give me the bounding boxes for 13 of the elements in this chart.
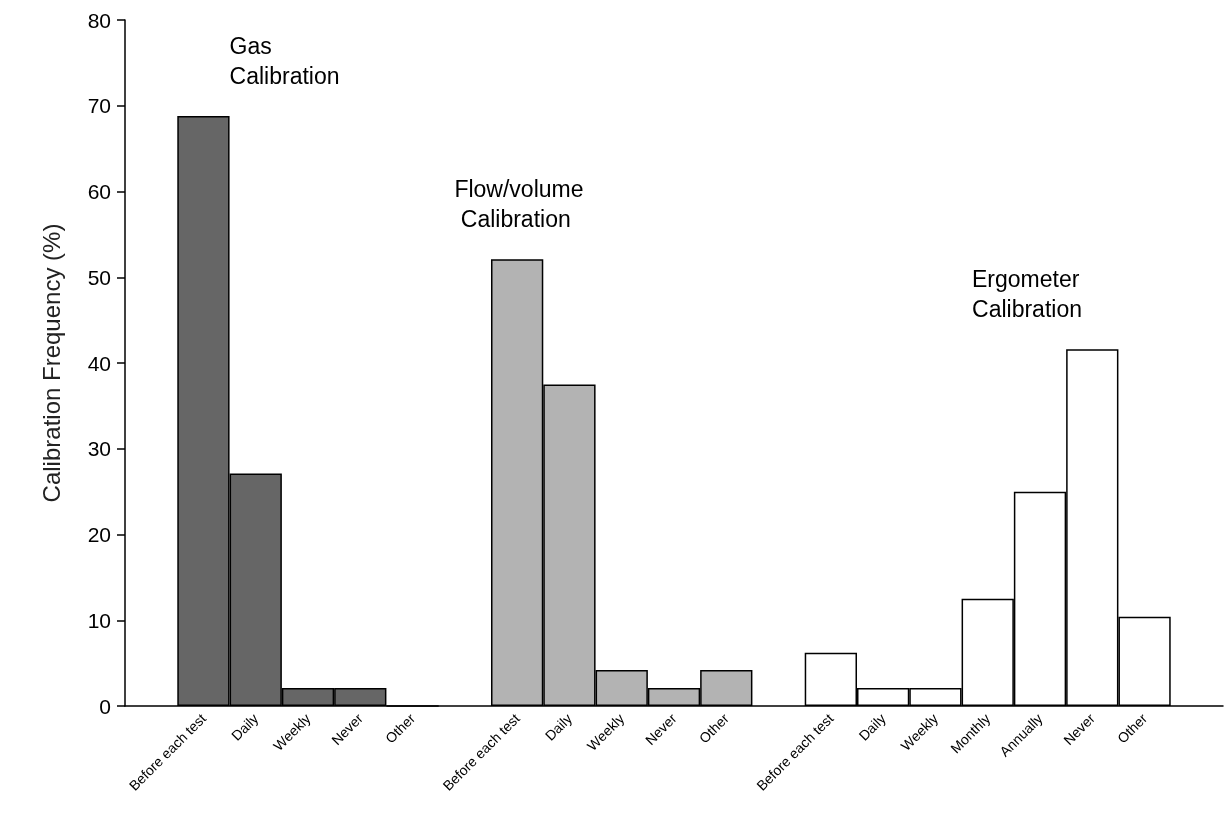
y-tick-label: 80 <box>87 8 111 32</box>
y-tick-label: 50 <box>87 265 111 289</box>
y-tick-label: 30 <box>87 437 111 461</box>
y-axis-title: Calibration Frequency (%) <box>37 223 65 503</box>
y-tick-label: 20 <box>87 523 111 546</box>
y-tick-label: 10 <box>87 608 111 632</box>
y-tick-label: 40 <box>87 351 111 375</box>
series-label: Ergometer Calibration <box>972 266 1086 323</box>
y-tick-label: 0 <box>99 694 111 718</box>
series-label: Gas Calibration <box>229 33 340 90</box>
text: Flow/volume Calibration <box>454 176 584 233</box>
y-tick-label: 60 <box>87 180 111 203</box>
y-tick-label: 70 <box>87 94 111 118</box>
